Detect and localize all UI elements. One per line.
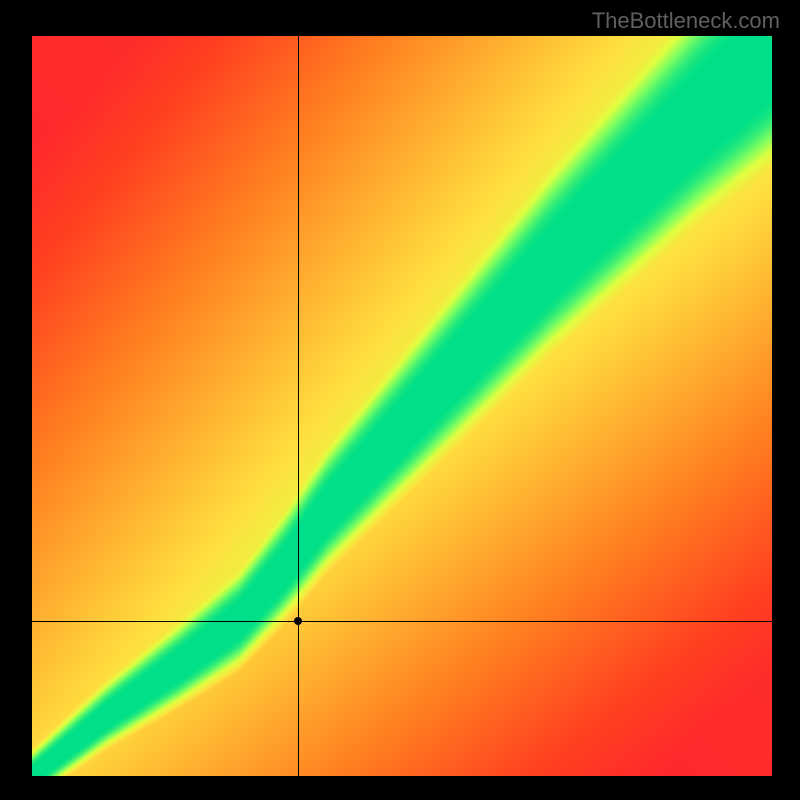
chart-container: TheBottleneck.com	[0, 0, 800, 800]
crosshair-marker	[294, 617, 302, 625]
crosshair-horizontal	[32, 621, 772, 622]
plot-area	[32, 36, 772, 776]
heatmap-canvas	[32, 36, 772, 776]
crosshair-vertical	[298, 36, 299, 776]
watermark-text: TheBottleneck.com	[592, 8, 780, 34]
